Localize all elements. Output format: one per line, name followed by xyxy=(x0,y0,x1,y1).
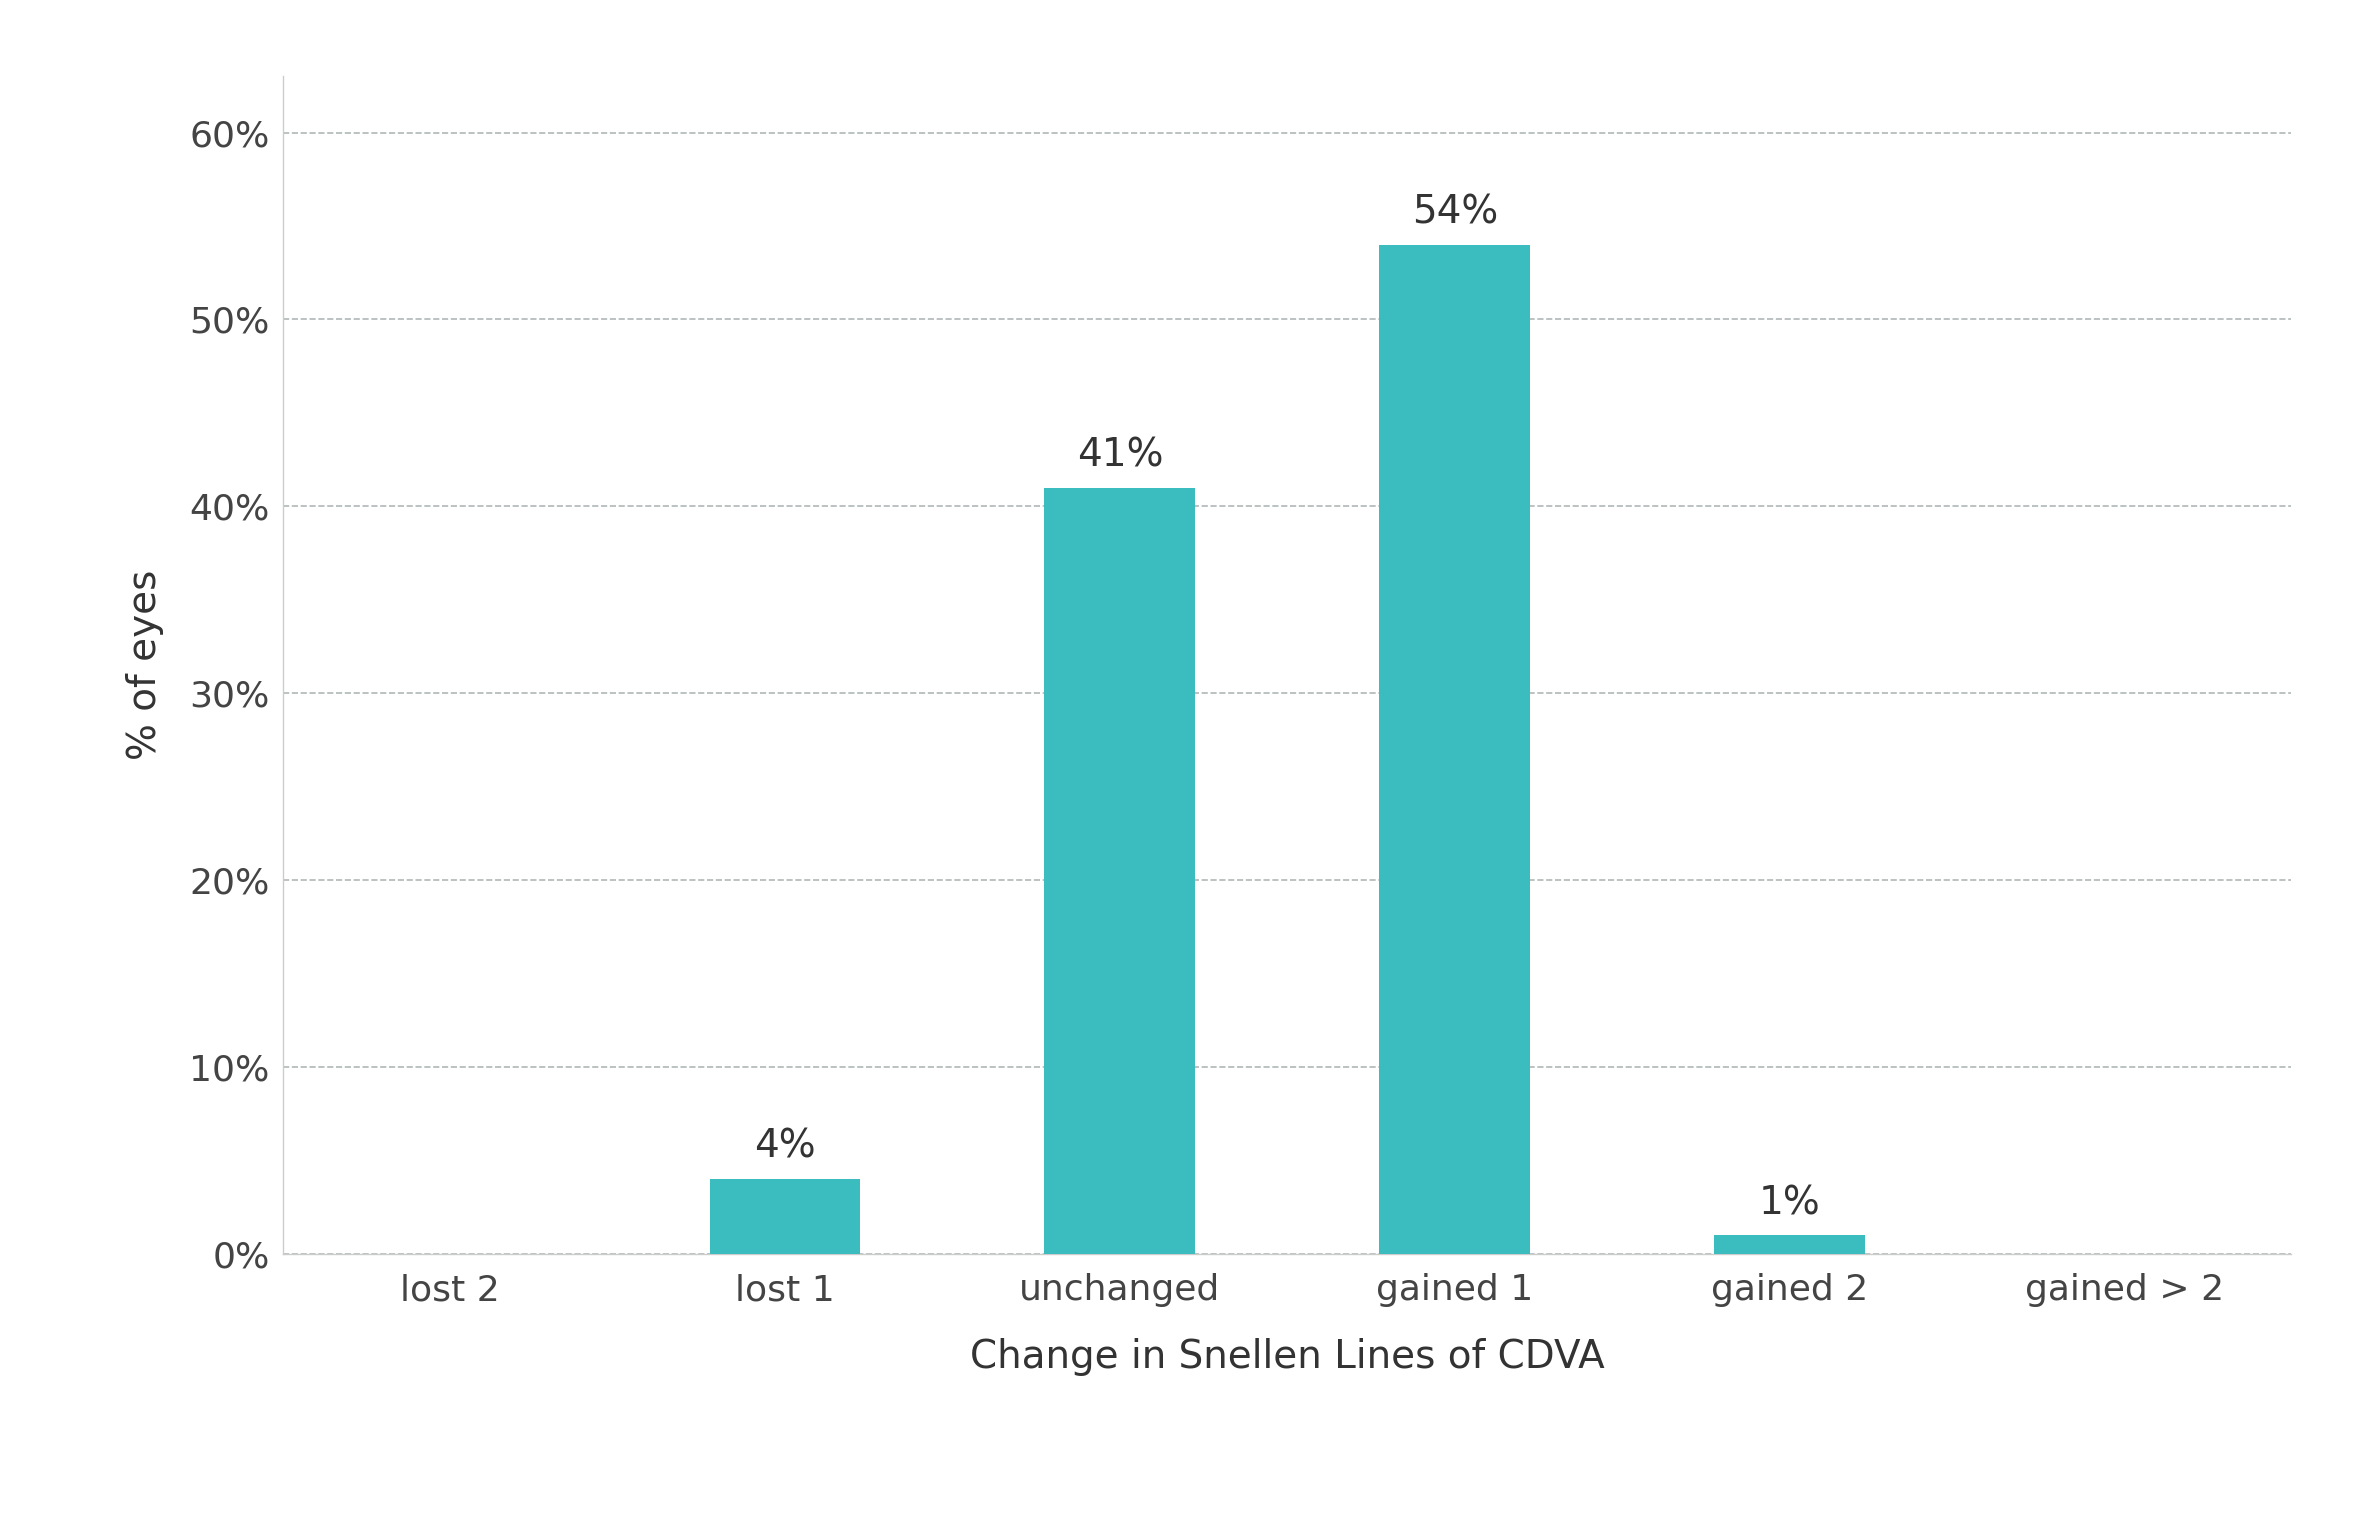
Text: 1%: 1% xyxy=(1760,1183,1821,1222)
X-axis label: Change in Snellen Lines of CDVA: Change in Snellen Lines of CDVA xyxy=(971,1338,1604,1376)
Text: 54%: 54% xyxy=(1412,194,1498,231)
Bar xyxy=(709,1179,860,1254)
Text: 4%: 4% xyxy=(753,1128,815,1167)
Y-axis label: % of eyes: % of eyes xyxy=(125,570,165,760)
Bar xyxy=(1379,245,1531,1254)
Bar xyxy=(1044,488,1195,1254)
Bar xyxy=(1715,1235,1866,1254)
Text: 41%: 41% xyxy=(1077,436,1162,474)
